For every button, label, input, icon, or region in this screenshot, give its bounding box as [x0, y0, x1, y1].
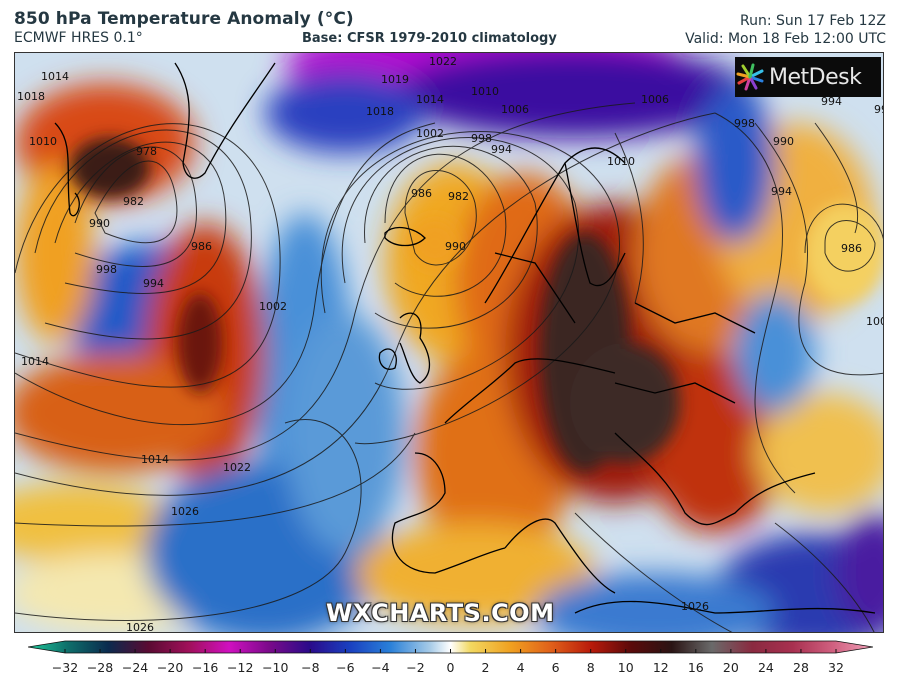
isobar-label: 1014 [141, 453, 169, 466]
run-time: Run: Sun 17 Feb 12Z [739, 13, 886, 29]
colorbar [28, 640, 873, 654]
colorbar-tick-label: 20 [722, 660, 739, 675]
isobar-label: 1019 [381, 73, 409, 86]
isobar-label: 1026 [126, 621, 154, 633]
isobar-label: 990 [773, 135, 794, 148]
colorbar-tick-label: −24 [121, 660, 149, 675]
colorbar-tick-label: 32 [828, 660, 844, 675]
isobar-label: 1006 [501, 103, 529, 116]
colorbar-tick-label: −20 [156, 660, 184, 675]
isobar-label: 986 [411, 187, 432, 200]
colorbar-tick-label: −6 [336, 660, 355, 675]
colorbar-tick-label: 6 [551, 660, 560, 675]
colorbar-tick-label: 4 [516, 660, 525, 675]
colorbar-tick-label: −12 [227, 660, 254, 675]
valid-time: Valid: Mon 18 Feb 12:00 UTC [685, 31, 886, 47]
isobar-label: 1014 [416, 93, 444, 106]
colorbar-tick-label: 28 [793, 660, 809, 675]
isobar-label: 1006 [641, 93, 669, 106]
colorbar-tick-label: −4 [371, 660, 390, 675]
isobar-label: 1022 [429, 55, 457, 68]
isobar-label: 986 [841, 242, 862, 255]
isobar-label: 1010 [607, 155, 635, 168]
isobar-label: 1018 [17, 90, 45, 103]
isobar-label: 1002 [866, 315, 884, 328]
isobar-label: 1018 [366, 105, 394, 118]
colorbar-tick-label: 8 [586, 660, 595, 675]
colorbar-tick-label: −2 [406, 660, 425, 675]
baseline-label: Base: CFSR 1979-2010 climatology [302, 31, 557, 46]
colorbar-tick-label: 10 [617, 660, 634, 675]
wxcharts-watermark: WXCHARTS.COM [326, 599, 555, 627]
isobar-label: 994 [491, 143, 512, 156]
isobar-label: 1002 [259, 300, 287, 313]
isobar-label: 978 [136, 145, 157, 158]
metdesk-logo: MetDesk [735, 57, 881, 97]
isobar-label: 994 [821, 95, 842, 108]
colorbar-tick-label: 24 [757, 660, 774, 675]
colorbar-tick-label: −16 [191, 660, 219, 675]
colorbar-tick-label: −32 [51, 660, 79, 675]
colorbar-tick-label: 2 [481, 660, 490, 675]
isobar-label: 1010 [471, 85, 499, 98]
chart-title: 850 hPa Temperature Anomaly (°C) [14, 9, 354, 29]
isobar-label: 998 [874, 103, 884, 116]
isobar-label: 1026 [681, 600, 709, 613]
isobar-label: 1010 [29, 135, 57, 148]
map-panel: 1014 1018 1010 978 982 990 986 998 994 1002 1014 10… [14, 52, 884, 633]
isobar-label: 1014 [41, 70, 69, 83]
isobar-label: 1014 [21, 355, 49, 368]
isobar-label: 982 [123, 195, 144, 208]
isobar-label: 990 [89, 217, 110, 230]
colorbar-tick-label: −10 [262, 660, 289, 675]
isobar-label: 998 [471, 132, 492, 145]
metdesk-starburst-icon [736, 63, 764, 91]
isobar-label: 994 [143, 277, 164, 290]
model-subtitle: ECMWF HRES 0.1° [14, 30, 143, 46]
isobar-label: 1026 [171, 505, 199, 518]
isobar-label: 982 [448, 190, 469, 203]
colorbar-tick-label: −28 [86, 660, 114, 675]
isobar-label: 990 [445, 240, 466, 253]
colorbar-tick-label: 0 [446, 660, 455, 675]
isobar-label: 998 [734, 117, 755, 130]
isobar-label: 986 [191, 240, 212, 253]
colorbar-tick-label: 12 [652, 660, 669, 675]
colorbar-tick-label: −8 [301, 660, 320, 675]
colorbar-tick-label: 16 [687, 660, 704, 675]
isobar-label: 1022 [223, 461, 251, 474]
isobar-label: 998 [96, 263, 117, 276]
isobar-label: 1002 [416, 127, 444, 140]
isobar-label: 994 [771, 185, 792, 198]
metdesk-logo-text: MetDesk [769, 64, 862, 90]
anomaly-heatmap: 1014101810109789829909869989941002101410… [15, 53, 884, 633]
